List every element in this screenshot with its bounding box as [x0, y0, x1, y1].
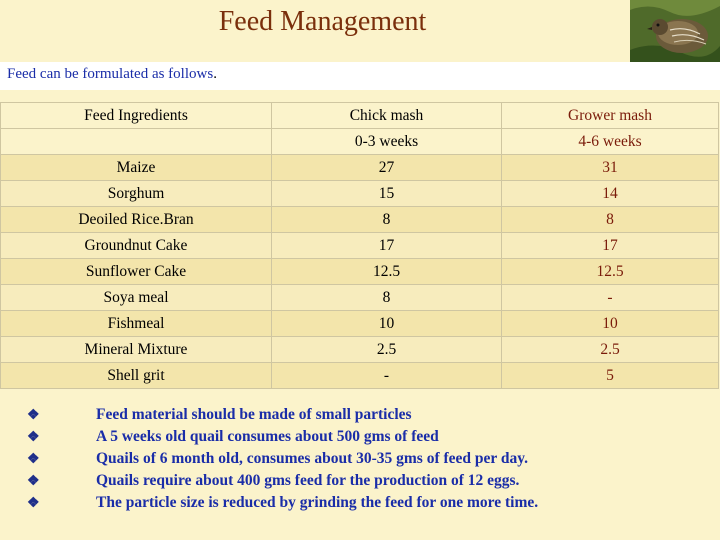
chick-mash-cell: 17 — [271, 232, 502, 259]
title-bar: Feed Management — [0, 0, 720, 64]
header-empty-cell — [0, 128, 272, 155]
list-item: ❖ Quails of 6 month old, consumes about 3… — [0, 450, 720, 472]
diamond-bullet-icon: ❖ — [27, 496, 40, 511]
intro-period: . — [213, 66, 217, 82]
list-item: ❖ Quails require about 400 gms feed for t… — [0, 472, 720, 494]
grower-mash-cell: 2.5 — [501, 336, 719, 363]
grower-mash-cell: 17 — [501, 232, 719, 259]
list-item: ❖ The particle size is reduced by grindin… — [0, 494, 720, 516]
ingredient-cell: Groundnut Cake — [0, 232, 272, 259]
ingredient-cell: Sorghum — [0, 180, 272, 207]
chick-mash-cell: 8 — [271, 284, 502, 311]
list-item: ❖ A 5 weeks old quail consumes about 500 … — [0, 428, 720, 450]
note-text: The particle size is reduced by grinding… — [96, 494, 539, 511]
quail-illustration — [630, 0, 720, 64]
grower-mash-cell: 12.5 — [501, 258, 719, 285]
chick-mash-cell: - — [271, 362, 502, 389]
ingredient-cell: Fishmeal — [0, 310, 272, 337]
header-grower-age: 4-6 weeks — [501, 128, 719, 155]
ingredient-cell: Mineral Mixture — [0, 336, 272, 363]
grower-mash-cell: 5 — [501, 362, 719, 389]
intro-sentence: Feed can be formulated as follows — [7, 66, 214, 82]
note-text: Quails require about 400 gms feed for th… — [96, 472, 520, 489]
chick-mash-cell: 2.5 — [271, 336, 502, 363]
notes-list: ❖ Feed material should be made of small p… — [0, 406, 720, 516]
ingredient-cell: Maize — [0, 154, 272, 181]
intro-band: Feed can be formulated as follows. — [0, 62, 720, 90]
ingredient-cell: Deoiled Rice.Bran — [0, 206, 272, 233]
intro-text: Feed can be formulated as follows. — [7, 66, 217, 83]
header-chick-age: 0-3 weeks — [271, 128, 502, 155]
ingredient-cell: Sunflower Cake — [0, 258, 272, 285]
grower-mash-cell: 8 — [501, 206, 719, 233]
quail-photo — [630, 0, 720, 64]
chick-mash-cell: 15 — [271, 180, 502, 207]
table-row: Soya meal 8- — [0, 284, 719, 311]
note-text: Feed material should be made of small pa… — [96, 406, 412, 423]
header-grower-mash: Grower mash — [501, 102, 719, 129]
note-text: Quails of 6 month old, consumes about 30… — [96, 450, 529, 467]
header-chick-mash: Chick mash — [271, 102, 502, 129]
ingredient-cell: Shell grit — [0, 362, 272, 389]
table-header-row: Feed Ingredients Chick mash Grower mash — [0, 102, 719, 129]
grower-mash-cell: 10 — [501, 310, 719, 337]
table-row: Shell grit -5 — [0, 362, 719, 389]
table-row: Fishmeal 10 10 — [0, 310, 719, 337]
feed-formula-table: Feed Ingredients Chick mash Grower mash … — [0, 102, 719, 389]
table-age-row: 0-3 weeks 4-6 weeks — [0, 128, 719, 155]
diamond-bullet-icon: ❖ — [27, 408, 40, 423]
chick-mash-cell: 10 — [271, 310, 502, 337]
page-title: Feed Management — [218, 6, 427, 37]
grower-mash-cell: - — [501, 284, 719, 311]
chick-mash-cell: 27 — [271, 154, 502, 181]
table-row: Maize 27 31 — [0, 154, 719, 181]
table-row: Mineral Mixture 2.5 2.5 — [0, 336, 719, 363]
header-ingredients: Feed Ingredients — [0, 102, 272, 129]
chick-mash-cell: 12.5 — [271, 258, 502, 285]
grower-mash-cell: 14 — [501, 180, 719, 207]
chick-mash-cell: 8 — [271, 206, 502, 233]
table-row: Sorghum 15 14 — [0, 180, 719, 207]
note-text: A 5 weeks old quail consumes about 500 g… — [96, 428, 439, 445]
ingredient-cell: Soya meal — [0, 284, 272, 311]
diamond-bullet-icon: ❖ — [27, 474, 40, 489]
list-item: ❖ Feed material should be made of small p… — [0, 406, 720, 428]
table-row: Sunflower Cake 12.5 12.5 — [0, 258, 719, 285]
table-row: Groundnut Cake 17 17 — [0, 232, 719, 259]
diamond-bullet-icon: ❖ — [27, 430, 40, 445]
grower-mash-cell: 31 — [501, 154, 719, 181]
table-row: Deoiled Rice.Bran 8 8 — [0, 206, 719, 233]
diamond-bullet-icon: ❖ — [27, 452, 40, 467]
